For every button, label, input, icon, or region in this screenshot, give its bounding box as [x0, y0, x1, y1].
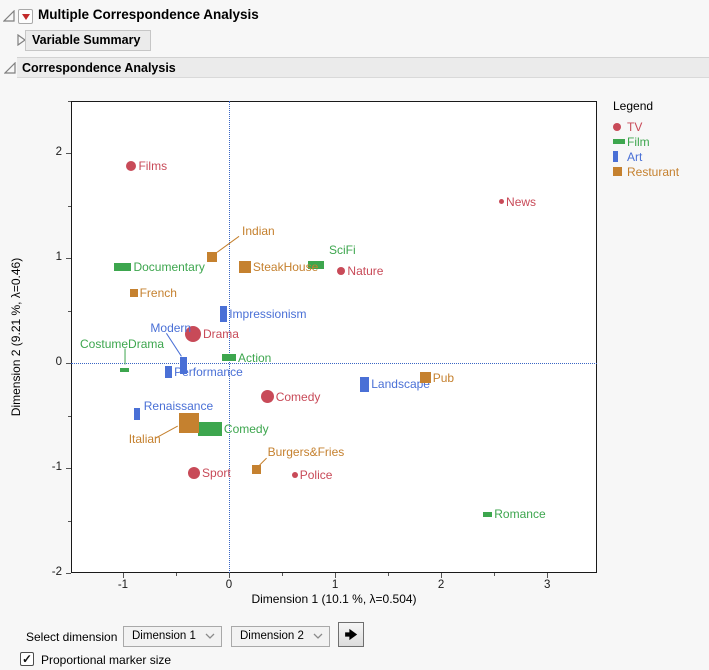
- legend: Legend TV Film Art Resturant: [613, 99, 709, 179]
- data-point-renaissance[interactable]: [133, 407, 140, 420]
- data-point-modern[interactable]: [179, 356, 187, 374]
- data-point-landscape[interactable]: [360, 376, 370, 392]
- data-point-steakhouse[interactable]: [238, 260, 251, 273]
- data-point-pub[interactable]: [419, 372, 431, 384]
- data-point-italian[interactable]: [178, 413, 199, 433]
- plot-area: [71, 101, 597, 573]
- proportional-marker-size-label: Proportional marker size: [41, 653, 172, 667]
- data-point-police[interactable]: [291, 472, 298, 479]
- x-axis-minor-tick: [175, 573, 177, 576]
- x-tick-label: -1: [117, 579, 129, 591]
- checkmark-icon: ✓: [21, 652, 33, 666]
- x-axis-tick: [441, 573, 443, 578]
- proportional-marker-size-checkbox[interactable]: ✓: [20, 652, 34, 666]
- data-point-sport[interactable]: [188, 467, 201, 480]
- x-tick-label: 3: [543, 579, 551, 591]
- correspondence-analysis-label: Correspondence Analysis: [22, 61, 176, 75]
- x-axis-tick: [229, 573, 230, 578]
- x-tick-label: 0: [225, 579, 233, 591]
- dimension2-value: Dimension 2: [240, 630, 304, 642]
- data-point-documentary[interactable]: [114, 262, 132, 271]
- data-point-costumedrama[interactable]: [119, 367, 129, 372]
- x-axis-minor-tick: [282, 573, 284, 576]
- y-axis-tick: [66, 573, 71, 574]
- legend-title: Legend: [613, 99, 654, 113]
- data-point-impressionism[interactable]: [220, 305, 228, 322]
- legend-item-label: Film: [627, 134, 650, 149]
- data-point-indian[interactable]: [207, 252, 218, 263]
- legend-item-resturant[interactable]: Resturant: [613, 164, 709, 179]
- apply-dimensions-button[interactable]: [338, 622, 364, 647]
- legend-item-film[interactable]: Film: [613, 134, 709, 149]
- legend-marker-square-icon: [613, 167, 627, 176]
- y-tick-label: -2: [51, 566, 62, 578]
- data-point-comedy[interactable]: [197, 422, 222, 437]
- x-axis-minor-tick: [494, 573, 496, 576]
- disclosure-expanded-icon[interactable]: [3, 10, 15, 22]
- data-point-french[interactable]: [129, 288, 138, 297]
- legend-marker-vrect-icon: [613, 151, 627, 162]
- legend-marker-circle-icon: [613, 122, 627, 131]
- y-tick-label: -1: [51, 461, 62, 474]
- x-axis-tick: [122, 573, 124, 578]
- disclosure-collapsed-icon[interactable]: [15, 34, 27, 46]
- red-triangle-icon: [21, 13, 30, 20]
- select-dimension-label: Select dimension: [26, 630, 118, 644]
- legend-item-label: TV: [627, 119, 643, 134]
- y-tick-label: 1: [55, 251, 62, 264]
- x-axis-tick: [335, 573, 337, 578]
- arrow-right-icon: [344, 628, 357, 641]
- data-point-comedy[interactable]: [260, 390, 274, 404]
- variable-summary-label: Variable Summary: [32, 33, 141, 47]
- red-triangle-menu-button[interactable]: [18, 9, 33, 24]
- x-axis-minor-tick: [388, 573, 390, 576]
- y-tick-label: 2: [55, 146, 62, 159]
- data-point-romance[interactable]: [483, 511, 493, 517]
- chevron-down-icon: [205, 633, 215, 639]
- x-axis-tick: [547, 573, 549, 578]
- legend-item-art[interactable]: Art: [613, 149, 709, 164]
- legend-marker-hrect-icon: [613, 139, 627, 144]
- page-title: Multiple Correspondence Analysis: [38, 7, 259, 22]
- legend-item-tv[interactable]: TV: [613, 119, 709, 134]
- y-tick-label: 0: [55, 356, 62, 369]
- data-point-performance[interactable]: [165, 365, 173, 378]
- dimension1-dropdown[interactable]: Dimension 1: [123, 626, 222, 647]
- legend-item-label: Resturant: [627, 164, 680, 179]
- data-point-burgers-fries[interactable]: [252, 464, 262, 474]
- section-variable-summary[interactable]: Variable Summary: [25, 30, 152, 51]
- data-point-news[interactable]: [499, 199, 505, 205]
- data-point-scifi[interactable]: [307, 260, 324, 269]
- x-tick-label: 1: [331, 579, 339, 591]
- legend-item-label: Art: [627, 149, 643, 164]
- data-point-action[interactable]: [222, 354, 236, 362]
- data-point-drama[interactable]: [184, 325, 201, 342]
- dimension2-dropdown[interactable]: Dimension 2: [231, 626, 330, 647]
- chevron-down-icon: [313, 633, 323, 639]
- section-correspondence-analysis[interactable]: Correspondence Analysis: [17, 57, 709, 78]
- dimension1-value: Dimension 1: [132, 630, 196, 642]
- y-axis-title: Dimension 2 (9.21 %, λ=0.46): [9, 257, 23, 417]
- disclosure-expanded-icon[interactable]: [4, 62, 16, 74]
- x-tick-label: 2: [437, 579, 445, 591]
- data-point-nature[interactable]: [337, 266, 346, 275]
- x-axis-title: Dimension 1 (10.1 %, λ=0.504): [251, 592, 417, 606]
- data-point-films[interactable]: [126, 161, 137, 172]
